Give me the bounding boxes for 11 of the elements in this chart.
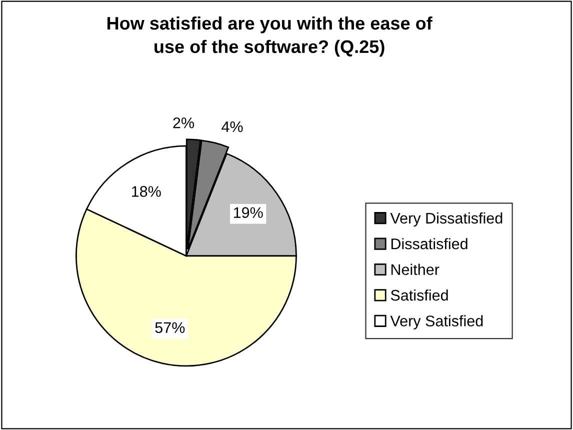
data-label: 57% bbox=[155, 322, 185, 334]
legend-label: Dissatisfied bbox=[391, 238, 468, 250]
data-label: 2% bbox=[173, 117, 194, 128]
data-label: 4% bbox=[222, 121, 243, 132]
data-label: 18% bbox=[132, 186, 161, 197]
legend-label: Very Dissatisfied bbox=[390, 212, 502, 227]
legend-label: Satisfied bbox=[390, 289, 448, 301]
chart-title: How satisfied are you with the ease of use of the software? (Q.25) bbox=[107, 16, 432, 57]
legend-label: Neither bbox=[391, 264, 440, 275]
data-label: 19% bbox=[234, 207, 263, 218]
legend-label: Very Satisfied bbox=[390, 315, 483, 330]
